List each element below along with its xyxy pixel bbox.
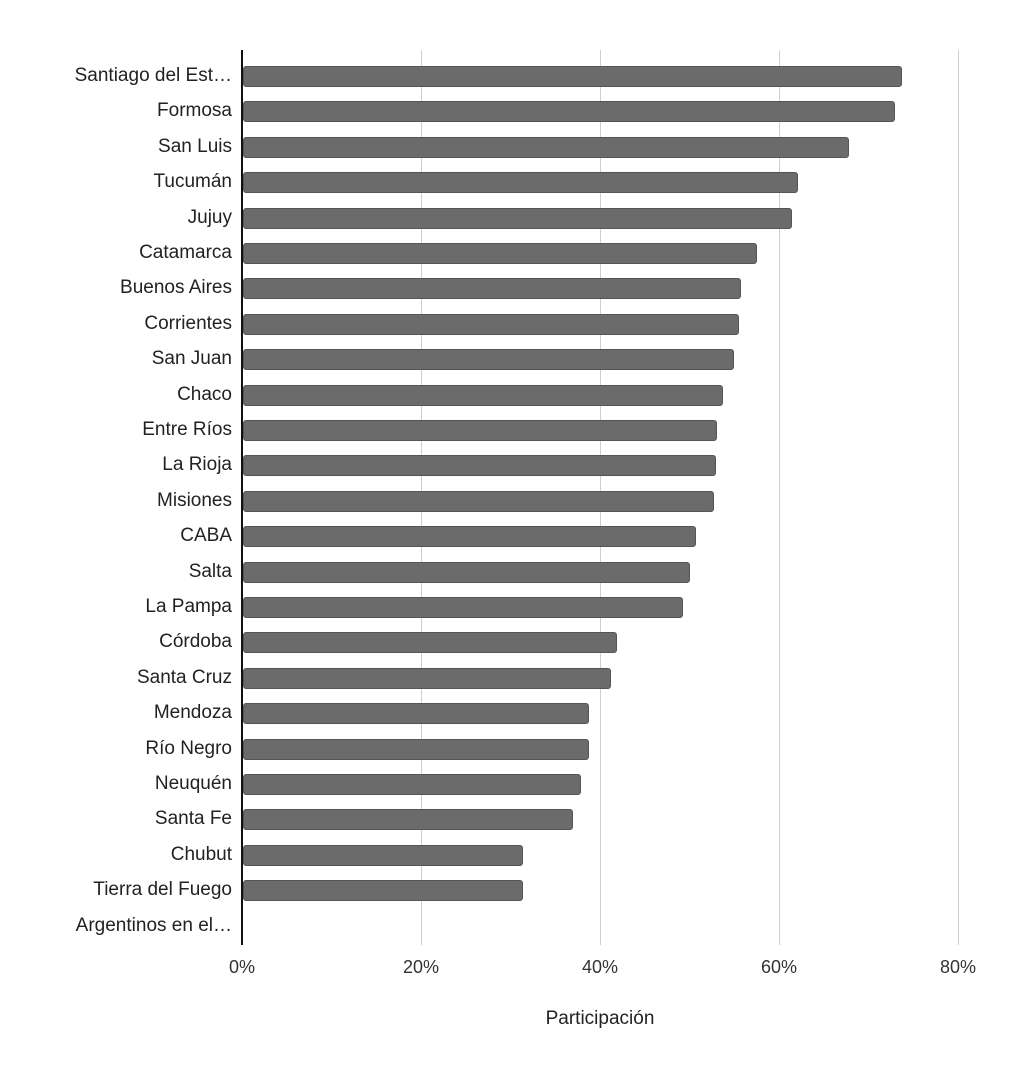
category-label: Jujuy [187,207,232,228]
x-axis-title: Participación [545,1008,655,1029]
category-label: Tierra del Fuego [93,879,232,900]
category-label: Entre Ríos [142,419,232,440]
bar [243,739,589,760]
bar [243,278,741,299]
category-label: Formosa [157,100,232,121]
bar [243,880,523,901]
bar [243,562,690,583]
category-label: Argentinos en el… [75,915,232,936]
category-label: Santa Cruz [136,667,232,688]
gridline [958,50,959,945]
category-label: Chaco [177,384,232,405]
x-tick-label: 80% [939,957,977,977]
bar [243,632,617,653]
category-label: Catamarca [139,242,232,263]
bar [243,172,798,193]
bar [243,66,902,87]
bar [243,101,895,122]
category-label: Salta [188,561,232,582]
category-label: CABA [180,525,232,546]
bar [243,208,792,229]
x-tick-label: 60% [760,957,798,977]
bar [243,314,739,335]
x-tick-label: 40% [581,957,619,977]
bar [243,420,717,441]
category-label: Chubut [170,844,232,865]
category-label: Río Negro [145,738,232,759]
bar [243,809,573,830]
bar [243,385,723,406]
bar [243,703,589,724]
bar [243,349,734,370]
bar [243,668,611,689]
x-tick-label: 20% [402,957,440,977]
category-label: Mendoza [153,702,232,723]
category-label: La Pampa [145,596,232,617]
x-tick-label: 0% [228,957,256,977]
category-label: Misiones [157,490,232,511]
y-axis-line [241,50,243,945]
category-label: San Luis [158,136,232,157]
bar [243,526,696,547]
bar [243,491,714,512]
bar [243,597,683,618]
category-label: Tucumán [153,171,233,192]
category-label: Buenos Aires [120,277,232,298]
category-label: Corrientes [144,313,232,334]
category-label: Neuquén [154,773,232,794]
bar [243,845,523,866]
category-label: Santa Fe [154,808,232,829]
bar [243,137,849,158]
category-label: Santiago del Est… [74,65,232,86]
category-label: San Juan [151,348,232,369]
bar [243,455,716,476]
category-label: Córdoba [159,631,232,652]
bar [243,774,581,795]
gridline [779,50,780,945]
category-label: La Rioja [162,454,232,475]
bar [243,243,757,264]
